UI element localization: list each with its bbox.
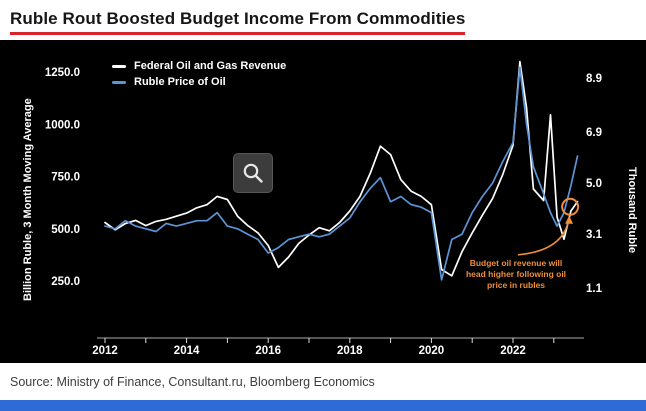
magnifier-zoom-button[interactable] bbox=[233, 153, 273, 193]
right-tick-label: 5.0 bbox=[586, 178, 602, 190]
left-axis-title: Billion Ruble, 3 Month Moving Average bbox=[22, 98, 34, 302]
chart-plot: 2012 2014 2016 2018 2020 2022 250.0 500.0 750.0 1… bbox=[45, 60, 603, 357]
annotation-arrow bbox=[518, 217, 570, 256]
legend-marker-revenue bbox=[112, 64, 126, 68]
annotation-note: Budget oil revenue will head higher foll… bbox=[465, 258, 567, 291]
bottom-blue-bar bbox=[0, 400, 646, 411]
x-tick-label: 2016 bbox=[255, 345, 281, 357]
x-tick-label: 2014 bbox=[174, 345, 200, 357]
left-tick-label: 750.0 bbox=[51, 172, 80, 184]
annotation-highlight-circle bbox=[561, 197, 580, 216]
annotation-arrowhead bbox=[565, 215, 574, 224]
chart-title: Ruble Rout Boosted Budget Income From Co… bbox=[10, 9, 466, 35]
legend-marker-oil-price bbox=[112, 80, 126, 84]
series-line-oil-price bbox=[104, 66, 579, 281]
legend-item-revenue: Federal Oil and Gas Revenue bbox=[112, 58, 286, 74]
left-tick-label: 500.0 bbox=[51, 224, 80, 236]
x-tick-label: 2020 bbox=[419, 345, 445, 357]
x-tick-label: 2012 bbox=[92, 345, 118, 357]
legend-label-oil-price: Ruble Price of Oil bbox=[134, 76, 226, 88]
x-tick-label: 2018 bbox=[337, 345, 363, 357]
right-tick-label: 1.1 bbox=[586, 283, 603, 295]
right-tick-label: 8.9 bbox=[586, 73, 602, 85]
legend: Federal Oil and Gas Revenue Ruble Price … bbox=[112, 58, 286, 90]
right-tick-label: 6.9 bbox=[586, 127, 602, 139]
left-tick-label: 1250.0 bbox=[45, 67, 80, 79]
chart-panel: 2012 2014 2016 2018 2020 2022 250.0 500.0 750.0 1… bbox=[0, 40, 646, 363]
series-line-revenue bbox=[104, 60, 579, 277]
left-tick-label: 250.0 bbox=[51, 276, 80, 288]
left-tick-label: 1000.0 bbox=[45, 119, 80, 131]
legend-label-revenue: Federal Oil and Gas Revenue bbox=[134, 60, 287, 72]
chart-header: Ruble Rout Boosted Budget Income From Co… bbox=[0, 0, 646, 40]
x-tick-label: 2022 bbox=[500, 345, 526, 357]
source-footer: Source: Ministry of Finance, Consultant.… bbox=[0, 363, 646, 400]
legend-item-oil-price: Ruble Price of Oil bbox=[112, 74, 286, 90]
source-text: Source: Ministry of Finance, Consultant.… bbox=[10, 374, 375, 389]
right-axis-title: Thousand Ruble bbox=[626, 166, 638, 254]
magnifier-icon bbox=[243, 163, 263, 183]
right-tick-label: 3.1 bbox=[586, 229, 603, 241]
